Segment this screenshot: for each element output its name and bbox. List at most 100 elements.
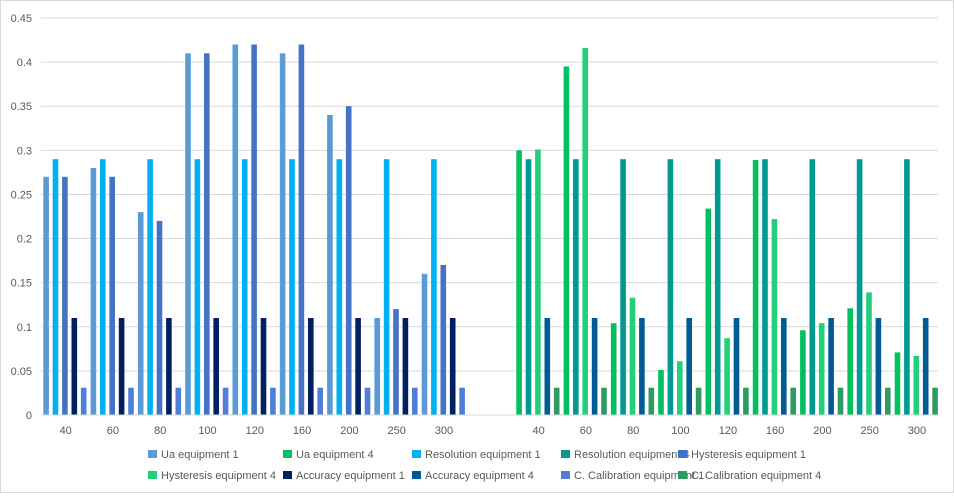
bar	[449, 318, 456, 415]
bar	[185, 53, 191, 416]
bars	[43, 44, 938, 416]
legend-label: Accuracy equipment 1	[296, 470, 405, 482]
legend-swatch	[678, 471, 687, 479]
bar	[639, 318, 645, 415]
bar	[922, 318, 929, 415]
legend-label: Resolution equipment 1	[425, 449, 541, 461]
bar	[818, 323, 825, 415]
bar	[563, 66, 570, 415]
legend-label: Ua equipment 4	[296, 449, 374, 461]
y-tick-label: 0.15	[11, 278, 32, 290]
bar	[629, 297, 636, 415]
bar	[743, 387, 749, 415]
bar	[724, 338, 730, 415]
legend-label: C. Calibration equipment 1	[574, 470, 704, 482]
y-axis-ticks: 0 0.05 0.1 0.15 0.2 0.25 0.3 0.35 0.4 0.45	[11, 13, 32, 422]
bar	[222, 387, 229, 415]
bar	[610, 323, 617, 415]
bar	[913, 355, 920, 415]
bar	[336, 159, 343, 415]
bar	[582, 48, 588, 415]
legend-swatch	[678, 450, 687, 458]
bar	[440, 265, 447, 415]
bar	[80, 387, 87, 415]
bar	[298, 44, 305, 415]
bar	[213, 318, 219, 415]
bar	[289, 159, 295, 415]
bar	[620, 159, 626, 415]
x-tick-label: 80	[154, 425, 166, 437]
bar	[828, 318, 834, 415]
y-tick-label: 0.3	[17, 145, 32, 157]
bar	[714, 159, 721, 415]
x-tick-label: 200	[813, 425, 831, 437]
bar	[535, 149, 541, 415]
bar	[100, 159, 106, 415]
bar	[128, 387, 134, 415]
legend-swatch	[561, 471, 570, 479]
bar	[695, 387, 702, 415]
legend-label: C. Calibration equipment 4	[691, 470, 821, 482]
bar	[847, 308, 853, 415]
y-tick-label: 0.2	[17, 234, 32, 246]
bar	[364, 387, 371, 415]
bar	[374, 318, 380, 415]
x-tick-label: 120	[719, 425, 737, 437]
y-tick-label: 0.05	[11, 366, 32, 378]
y-tick-label: 0.45	[11, 13, 32, 25]
bar	[345, 106, 352, 415]
bar	[885, 387, 891, 415]
y-tick-label: 0	[26, 410, 32, 422]
bar	[402, 318, 409, 415]
bar	[156, 220, 163, 415]
bar	[147, 159, 153, 415]
legend-label: Hysteresis equipment 4	[161, 470, 276, 482]
x-tick-label: 250	[388, 425, 406, 437]
bar	[241, 159, 248, 415]
bar	[525, 159, 532, 415]
x-axis: 40 60 80 100 120 160 200 250 300 40 60 80 100 120 160 2…	[41, 414, 938, 437]
x-tick-label: 300	[435, 425, 453, 437]
y-tick-label: 0.1	[17, 322, 32, 334]
x-tick-label: 60	[580, 425, 592, 437]
bar	[308, 318, 314, 415]
bar	[251, 44, 257, 415]
bar	[43, 176, 49, 415]
bar	[705, 208, 712, 415]
legend-swatch	[148, 450, 157, 458]
bar	[837, 387, 844, 415]
y-tick-label: 0.35	[11, 101, 32, 113]
bar	[932, 387, 938, 415]
legend-label: Hysteresis equipment 1	[691, 449, 806, 461]
bar	[412, 387, 418, 415]
bar	[601, 387, 607, 415]
bar	[591, 318, 598, 415]
bar	[733, 318, 740, 415]
bar	[166, 318, 172, 415]
x-tick-label: 300	[908, 425, 926, 437]
bar	[52, 159, 59, 415]
bar	[771, 219, 778, 415]
bar	[875, 318, 882, 415]
legend-swatch	[148, 471, 157, 479]
bar	[677, 361, 683, 415]
bar	[279, 53, 286, 416]
bar	[686, 318, 692, 415]
legend-label: Accuracy equipment 4	[425, 470, 534, 482]
bar	[866, 292, 872, 415]
x-tick-label: 160	[293, 425, 311, 437]
x-tick-label: 100	[198, 425, 216, 437]
bar	[648, 387, 655, 415]
legend-swatch	[412, 450, 421, 458]
y-tick-label: 0.4	[17, 57, 32, 69]
bar	[393, 309, 399, 415]
bar	[260, 318, 267, 415]
bar	[800, 330, 806, 415]
legend-swatch	[283, 471, 292, 479]
bar	[355, 318, 361, 415]
legend-swatch	[561, 450, 570, 458]
bar	[894, 352, 901, 415]
x-tick-label: 120	[246, 425, 264, 437]
